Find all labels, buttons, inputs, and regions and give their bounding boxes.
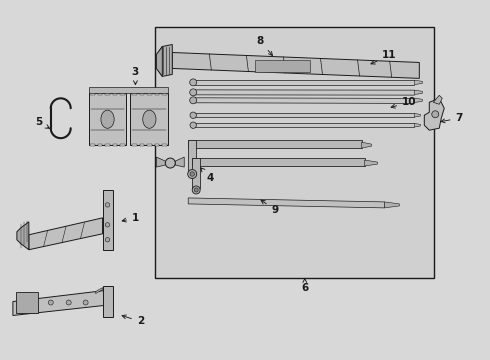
Bar	[105, 92, 110, 95]
Text: 2: 2	[122, 315, 144, 327]
Polygon shape	[433, 95, 442, 104]
Bar	[90, 92, 95, 95]
Circle shape	[105, 203, 110, 207]
Bar	[102, 190, 113, 250]
Polygon shape	[362, 142, 371, 148]
Circle shape	[190, 112, 196, 118]
Polygon shape	[188, 198, 385, 208]
Polygon shape	[17, 222, 29, 250]
Circle shape	[105, 238, 110, 242]
Polygon shape	[415, 123, 420, 127]
Text: 4: 4	[201, 168, 214, 183]
Polygon shape	[29, 218, 102, 250]
Bar	[155, 27, 434, 278]
Text: 11: 11	[371, 50, 397, 64]
Polygon shape	[195, 98, 415, 103]
Bar	[132, 92, 137, 95]
Polygon shape	[192, 158, 200, 188]
Circle shape	[190, 122, 196, 129]
Polygon shape	[13, 289, 113, 315]
Polygon shape	[188, 140, 362, 148]
Polygon shape	[192, 158, 365, 166]
Text: 7: 7	[441, 113, 463, 123]
Circle shape	[190, 172, 195, 176]
Circle shape	[83, 300, 88, 305]
Circle shape	[66, 300, 71, 305]
Text: 9: 9	[261, 200, 278, 215]
Polygon shape	[96, 288, 102, 293]
Ellipse shape	[143, 110, 156, 128]
Circle shape	[190, 89, 196, 96]
Bar	[130, 93, 168, 145]
Bar	[113, 144, 118, 146]
Bar	[16, 292, 38, 314]
Polygon shape	[175, 157, 184, 167]
Polygon shape	[156, 46, 162, 76]
Polygon shape	[195, 123, 415, 127]
Bar	[102, 285, 113, 318]
Bar	[121, 92, 125, 95]
Polygon shape	[415, 90, 422, 95]
Polygon shape	[385, 202, 399, 208]
Circle shape	[48, 300, 53, 305]
Bar	[89, 87, 168, 93]
Circle shape	[190, 79, 196, 86]
Circle shape	[165, 158, 175, 168]
Polygon shape	[188, 140, 196, 172]
Text: 8: 8	[256, 36, 272, 55]
Polygon shape	[415, 98, 422, 103]
Polygon shape	[424, 98, 444, 130]
Text: 5: 5	[35, 117, 49, 128]
Circle shape	[194, 188, 198, 192]
Bar	[147, 92, 151, 95]
Bar	[140, 144, 144, 146]
Polygon shape	[195, 80, 415, 85]
Polygon shape	[415, 113, 420, 117]
Bar	[98, 144, 102, 146]
Circle shape	[192, 186, 200, 194]
Bar	[155, 92, 159, 95]
Polygon shape	[195, 90, 415, 95]
Bar	[147, 144, 151, 146]
Bar	[89, 93, 126, 145]
Circle shape	[432, 111, 439, 118]
Bar	[132, 144, 137, 146]
Bar	[121, 144, 125, 146]
Polygon shape	[158, 45, 172, 76]
Circle shape	[190, 97, 196, 104]
Circle shape	[188, 170, 196, 179]
Bar	[90, 144, 95, 146]
Ellipse shape	[101, 110, 114, 128]
Polygon shape	[415, 80, 422, 85]
Polygon shape	[172, 53, 419, 78]
Bar	[255, 60, 310, 72]
Polygon shape	[195, 113, 415, 117]
Text: 10: 10	[391, 97, 416, 108]
Text: 1: 1	[122, 213, 139, 223]
Text: 6: 6	[301, 279, 308, 293]
Bar	[105, 144, 110, 146]
Bar	[162, 144, 167, 146]
Bar	[113, 92, 118, 95]
Bar	[98, 92, 102, 95]
Bar	[155, 144, 159, 146]
Polygon shape	[156, 157, 165, 167]
Bar	[162, 92, 167, 95]
Polygon shape	[365, 160, 377, 166]
Bar	[140, 92, 144, 95]
Text: 3: 3	[132, 67, 139, 85]
Circle shape	[105, 222, 110, 227]
